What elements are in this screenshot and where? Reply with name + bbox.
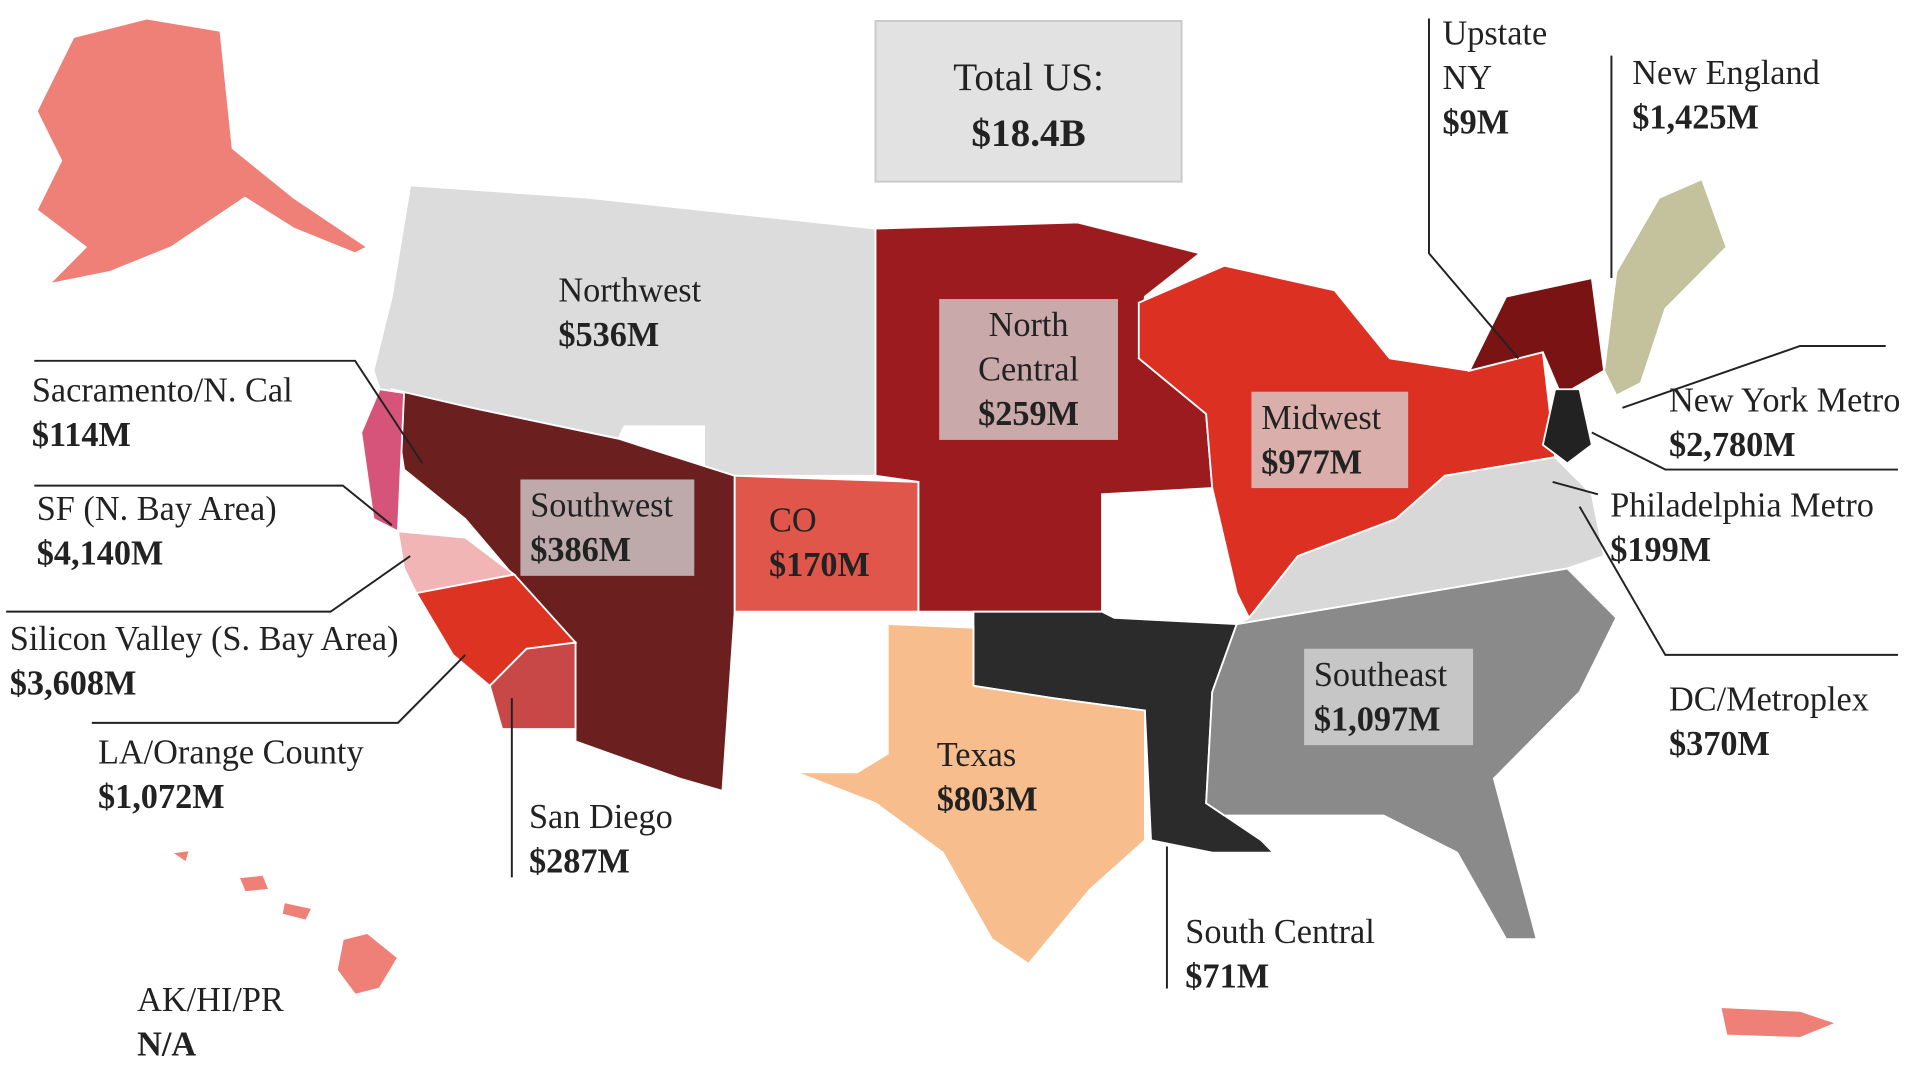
region-value: $803M <box>937 780 1038 818</box>
leader-line <box>6 555 411 613</box>
leader-lines <box>6 18 1898 989</box>
region-name: Upstate <box>1442 14 1547 52</box>
region-value: $71M <box>1185 957 1269 995</box>
label-box <box>1304 648 1474 746</box>
leader-line <box>1591 431 1898 471</box>
region-name: North <box>989 306 1069 344</box>
region-name: Texas <box>937 736 1016 774</box>
sacramento-region <box>360 388 406 533</box>
leader-line <box>91 654 466 724</box>
region-value: $1,425M <box>1632 98 1759 136</box>
leader-line <box>1578 506 1898 656</box>
total-value: $18.4B <box>971 111 1085 155</box>
region-name: Southeast <box>1314 656 1448 694</box>
leader-line <box>1428 18 1520 359</box>
region-name: Central <box>978 350 1079 388</box>
region-value: $386M <box>530 531 631 569</box>
label-box <box>939 299 1118 440</box>
label-box <box>520 479 695 576</box>
region-value: $370M <box>1669 725 1770 763</box>
region-value: N/A <box>137 1025 196 1063</box>
texas-region <box>795 623 1146 966</box>
hawaii <box>168 849 400 996</box>
region-value: $287M <box>529 842 630 880</box>
region-name: New York Metro <box>1669 381 1900 419</box>
region-name: NY <box>1442 59 1492 97</box>
dc-metroplex-region <box>1236 456 1606 625</box>
region-name: AK/HI/PR <box>137 981 284 1019</box>
leader-line <box>1622 345 1886 409</box>
new-england-region <box>1603 177 1728 397</box>
region-name: Silicon Valley (S. Bay Area) <box>10 620 399 658</box>
colorado-region <box>733 474 920 613</box>
region-value: $1,097M <box>1314 700 1441 738</box>
region-name: Sacramento/N. Cal <box>32 371 293 409</box>
region-labels: Upstate NY $9M New England $1,425M New York M… <box>10 14 1901 1063</box>
total-title: Total US: <box>953 55 1104 99</box>
alaska <box>35 17 370 286</box>
southeast-region <box>1205 567 1618 941</box>
region-name: New England <box>1632 54 1820 92</box>
region-value: $536M <box>558 316 659 354</box>
puerto-rico <box>1719 1006 1840 1039</box>
region-name: CO <box>769 501 817 539</box>
region-name: LA/Orange County <box>98 734 364 772</box>
region-name: Northwest <box>558 271 701 309</box>
region-value: $259M <box>978 395 1079 433</box>
region-value: $977M <box>1261 443 1362 481</box>
leader-line <box>34 484 393 526</box>
region-value: $114M <box>32 416 131 454</box>
region-value: $170M <box>769 546 870 584</box>
region-value: $4,140M <box>37 535 164 573</box>
region-name: San Diego <box>529 798 673 836</box>
region-value: $199M <box>1610 531 1711 569</box>
region-value: $9M <box>1442 103 1509 141</box>
region-value: $2,780M <box>1669 426 1796 464</box>
region-value: $1,072M <box>98 778 225 816</box>
ny-metro-region <box>1541 388 1593 465</box>
region-name: South Central <box>1185 913 1374 951</box>
region-value: $3,608M <box>10 664 137 702</box>
region-name: SF (N. Bay Area) <box>37 490 277 528</box>
label-box <box>1251 391 1409 489</box>
leader-line <box>1552 480 1599 496</box>
region-name: DC/Metroplex <box>1669 680 1869 718</box>
total-box <box>874 20 1183 183</box>
region-name: Southwest <box>530 486 673 524</box>
leader-line <box>34 359 424 464</box>
region-name: Midwest <box>1261 399 1381 437</box>
region-name: Philadelphia Metro <box>1610 486 1874 524</box>
